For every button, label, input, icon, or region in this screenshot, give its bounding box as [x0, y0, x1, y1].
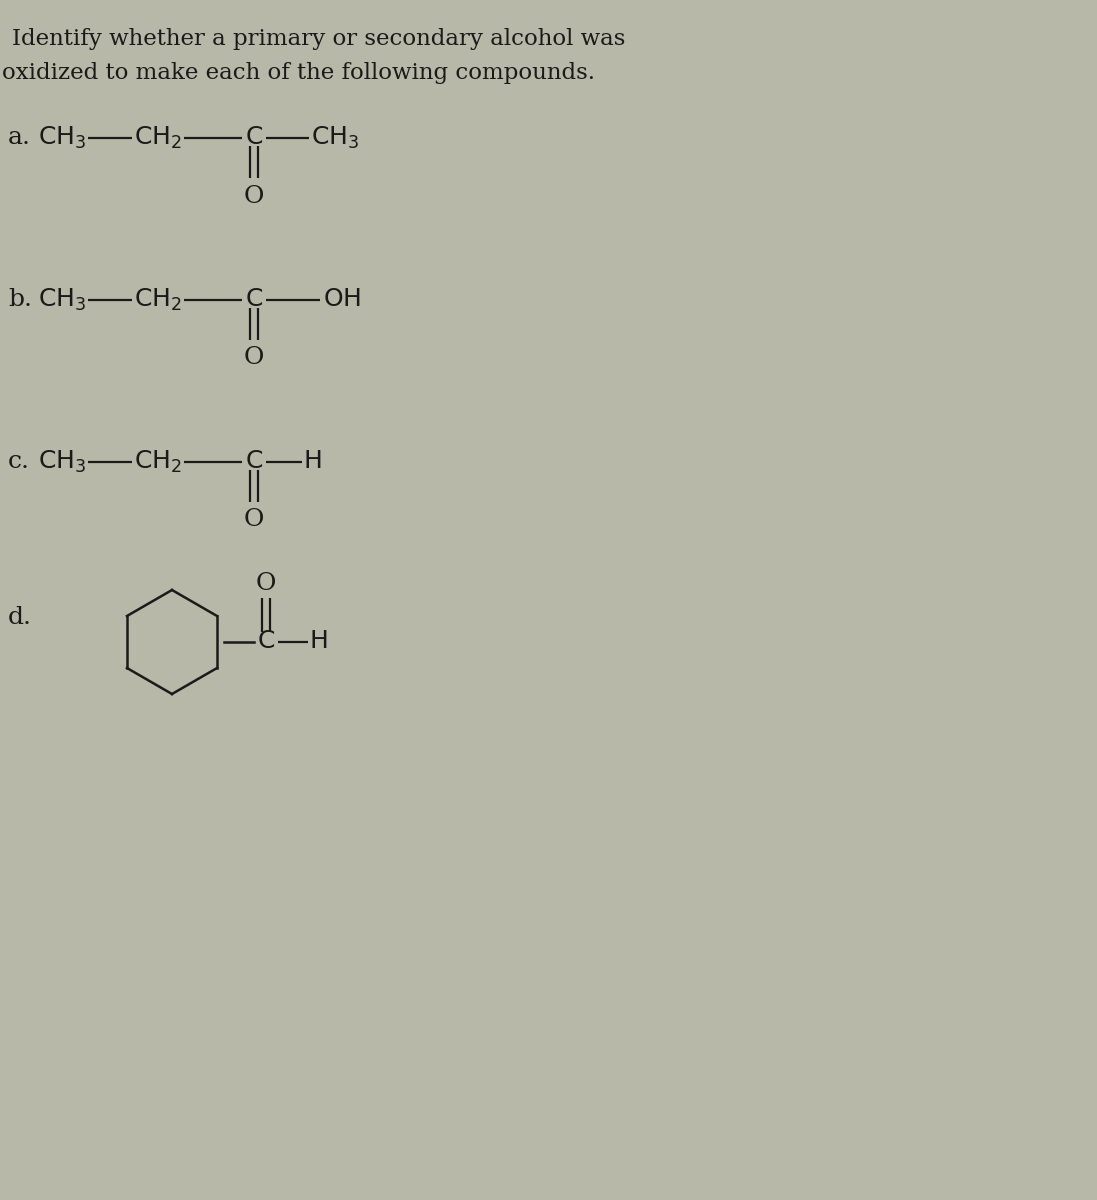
Text: Identify whether a primary or secondary alcohol was: Identify whether a primary or secondary …	[12, 28, 625, 50]
Text: $\mathrm{OH}$: $\mathrm{OH}$	[323, 288, 361, 312]
Text: $\mathrm{CH_3}$: $\mathrm{CH_3}$	[38, 449, 87, 475]
Text: $\mathrm{C}$: $\mathrm{C}$	[245, 288, 263, 312]
Text: $\mathrm{CH_3}$: $\mathrm{CH_3}$	[38, 125, 87, 151]
Text: $\mathrm{C}$: $\mathrm{C}$	[245, 450, 263, 474]
Text: $\mathrm{C}$: $\mathrm{C}$	[257, 630, 275, 654]
Text: $\mathrm{CH_3}$: $\mathrm{CH_3}$	[310, 125, 359, 151]
Text: $\mathrm{CH_2}$: $\mathrm{CH_2}$	[134, 449, 182, 475]
Text: $\mathrm{H}$: $\mathrm{H}$	[309, 630, 327, 654]
Text: O: O	[244, 509, 264, 532]
Text: O: O	[256, 572, 276, 595]
Text: $\mathrm{C}$: $\mathrm{C}$	[245, 126, 263, 150]
Text: $\mathrm{CH_2}$: $\mathrm{CH_2}$	[134, 287, 182, 313]
Text: b.: b.	[8, 288, 32, 312]
Text: c.: c.	[8, 450, 30, 474]
Text: $\mathrm{CH_3}$: $\mathrm{CH_3}$	[38, 287, 87, 313]
Text: O: O	[244, 347, 264, 370]
Text: a.: a.	[8, 126, 31, 150]
Text: $\mathrm{H}$: $\mathrm{H}$	[303, 450, 321, 474]
Text: oxidized to make each of the following compounds.: oxidized to make each of the following c…	[2, 62, 595, 84]
Text: O: O	[244, 185, 264, 208]
Text: d.: d.	[8, 606, 32, 630]
Text: $\mathrm{CH_2}$: $\mathrm{CH_2}$	[134, 125, 182, 151]
